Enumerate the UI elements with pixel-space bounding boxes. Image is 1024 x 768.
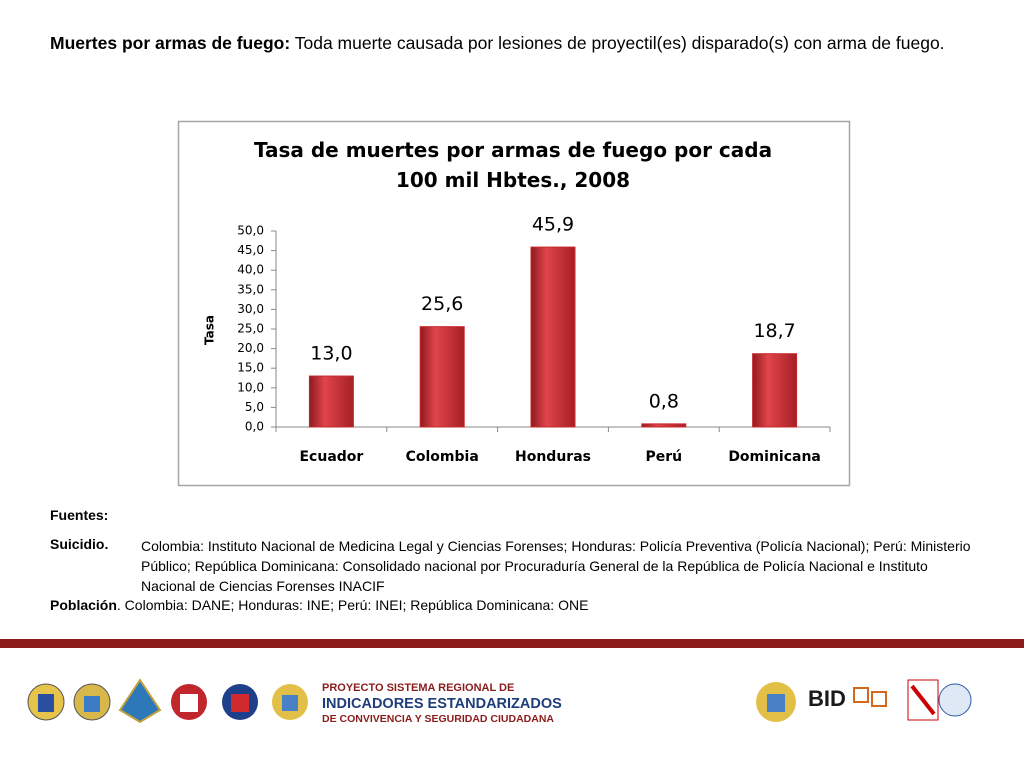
chart-title: Tasa de muertes por armas de fuego por c…	[253, 138, 773, 192]
y-tick-label: 5,0	[245, 400, 264, 414]
data-label: 18,7	[753, 320, 795, 342]
y-tick-label: 25,0	[237, 322, 264, 336]
bar	[641, 423, 687, 428]
y-tick-label: 10,0	[237, 380, 264, 394]
footer-bar	[0, 639, 1024, 648]
footer-line: PROYECTO SISTEMA REGIONAL DE	[322, 682, 514, 694]
y-tick-label: 35,0	[237, 282, 264, 296]
poblacion-label: Población	[50, 597, 117, 613]
y-axis-label: Tasa	[203, 315, 217, 345]
y-tick-label: 0,0	[245, 420, 264, 434]
bar	[308, 375, 354, 428]
data-label: 0,8	[649, 390, 679, 412]
bar	[530, 246, 576, 428]
x-tick-label: Ecuador	[299, 449, 363, 465]
bid-logo: BID	[808, 686, 846, 711]
sources-heading: Fuentes:	[50, 507, 109, 523]
bid-square	[871, 691, 887, 707]
data-label: 25,6	[421, 293, 463, 315]
suicidio-label: Suicidio.	[50, 536, 109, 552]
bid-square	[853, 687, 869, 703]
data-label: 13,0	[310, 343, 352, 365]
suicidio-text: Colombia: Instituto Nacional de Medicina…	[141, 538, 971, 594]
poblacion: Población. Colombia: DANE; Honduras: INE…	[50, 597, 588, 613]
y-tick-label: 15,0	[237, 361, 264, 375]
x-tick-label: Perú	[645, 449, 682, 465]
logos: BID PROYECTO SISTEMA REGIONAL DE INDICAD…	[27, 678, 972, 725]
x-tick-label: Colombia	[406, 449, 479, 465]
y-tick-label: 20,0	[237, 341, 264, 355]
data-label: 45,9	[532, 214, 574, 236]
footer-line: DE CONVIVENCIA Y SEGURIDAD CIUDADANA	[322, 713, 554, 725]
chart-frame	[177, 120, 851, 487]
y-tick-label: 45,0	[237, 243, 264, 257]
definition: Muertes por armas de fuego: Toda muerte …	[50, 32, 990, 54]
emblems	[27, 678, 972, 724]
bar	[419, 326, 465, 428]
x-tick-label: Dominicana	[728, 449, 821, 465]
x-tick-label: Honduras	[515, 449, 591, 465]
definition-text: Toda muerte causada por lesiones de proy…	[294, 33, 945, 53]
y-tick-label: 50,0	[237, 224, 264, 238]
chart: Tasa 0,0 5,0 10,0 15,0 20,0 25,0 30,0 35,0 40,0 4…	[177, 120, 851, 487]
y-tick-label: 30,0	[237, 302, 264, 316]
y-tick-label: 40,0	[237, 263, 264, 277]
poblacion-text: . Colombia: DANE; Honduras: INE; Perú: I…	[116, 597, 589, 613]
footer-line: INDICADORES ESTANDARIZADOS	[322, 696, 562, 712]
bar	[752, 353, 798, 428]
term: Muertes por armas de fuego:	[50, 33, 291, 53]
